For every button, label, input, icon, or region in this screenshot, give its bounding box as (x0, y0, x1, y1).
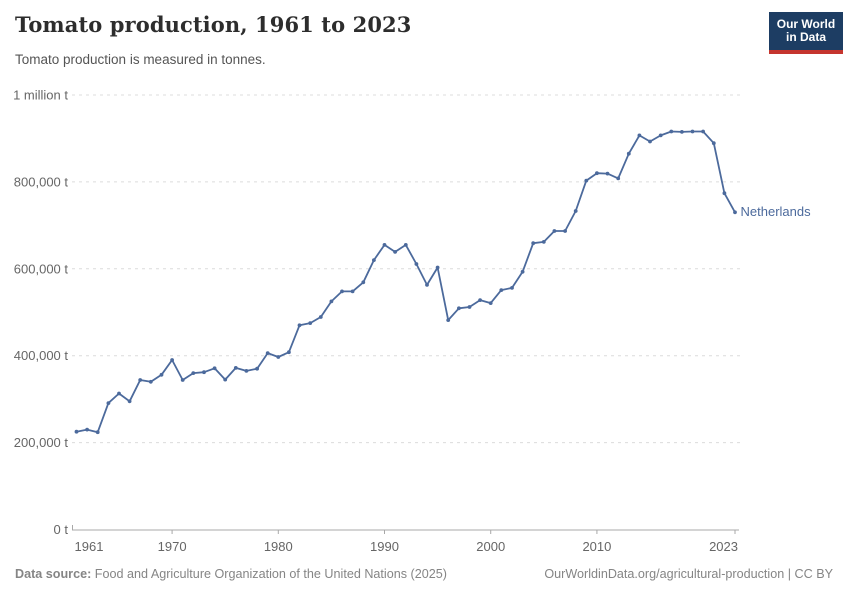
owid-footer-link[interactable]: OurWorldinData.org/agricultural-producti… (544, 567, 833, 581)
y-axis-tick-label: 800,000 t (14, 174, 69, 189)
x-axis-tick-label: 1990 (370, 539, 399, 554)
data-source-text: Food and Agriculture Organization of the… (91, 567, 447, 581)
y-axis-tick-label: 400,000 t (14, 348, 69, 363)
data-point (361, 280, 366, 285)
data-point (265, 351, 270, 355)
chart-footer: Data source: Food and Agriculture Organi… (15, 567, 833, 581)
data-point (573, 209, 578, 213)
data-point (531, 241, 536, 246)
data-point (138, 378, 143, 382)
data-source-label: Data source: (15, 567, 92, 581)
data-point (382, 243, 387, 247)
x-axis-tick-label: 2023 (709, 539, 738, 554)
data-point (244, 369, 249, 373)
data-point (127, 399, 132, 404)
data-point (425, 283, 429, 287)
data-point (85, 427, 89, 432)
data-point (308, 321, 313, 325)
data-point (478, 298, 482, 302)
chart-title: Tomato production, 1961 to 2023 (15, 12, 412, 37)
y-axis-tick-label: 600,000 t (14, 261, 69, 276)
data-point (95, 430, 100, 435)
data-point (733, 210, 737, 215)
data-line-netherlands (75, 130, 736, 434)
data-point (701, 129, 705, 134)
data-point (637, 133, 642, 138)
data-point (148, 379, 153, 384)
data-point (287, 350, 291, 355)
data-point (563, 229, 567, 233)
data-point (276, 355, 281, 359)
data-point (722, 191, 727, 196)
series-label-netherlands: Netherlands (740, 204, 811, 220)
data-point (329, 299, 334, 304)
data-point (350, 289, 355, 294)
y-axis-tick-label: 0 t (54, 522, 69, 537)
data-point (457, 306, 461, 311)
data-point (117, 391, 121, 396)
x-axis-tick-label: 1980 (264, 539, 293, 554)
chart-subtitle: Tomato production is measured in tonnes. (15, 52, 266, 67)
data-point (223, 377, 228, 382)
data-point (414, 262, 419, 266)
data-point (255, 366, 259, 371)
data-point (499, 288, 504, 292)
data-point (435, 265, 440, 270)
data-point (510, 286, 514, 290)
data-point (626, 151, 631, 156)
data-point (648, 139, 652, 144)
data-point (595, 171, 599, 176)
x-axis-tick-label: 2010 (582, 539, 611, 554)
owid-logo-line1: Our World (776, 16, 836, 31)
data-point (467, 305, 472, 309)
x-axis-tick-label: 1970 (158, 539, 187, 554)
data-point (159, 372, 164, 377)
data-point (488, 301, 493, 305)
data-point (658, 133, 663, 138)
data-point (297, 323, 302, 328)
data-point (605, 171, 610, 176)
data-point (212, 366, 217, 371)
data-point (106, 401, 111, 405)
data-point (584, 178, 589, 183)
data-point (541, 240, 546, 244)
data-point (711, 141, 716, 146)
data-point (318, 315, 323, 319)
y-axis-tick-label: 200,000 t (14, 435, 69, 450)
owid-logo-box: Our World in Data (769, 12, 843, 50)
data-point (690, 129, 695, 134)
data-source-note: Data source: Food and Agriculture Organi… (15, 567, 447, 581)
owid-logo[interactable]: Our World in Data (769, 12, 843, 54)
data-point (446, 318, 451, 322)
x-axis-tick-label: 1961 (75, 539, 104, 554)
data-point (202, 370, 206, 375)
data-point (669, 129, 674, 134)
data-point (552, 229, 557, 233)
data-point (403, 243, 408, 247)
data-point (680, 130, 684, 134)
data-point (393, 250, 397, 254)
data-point (340, 289, 344, 294)
data-point (191, 371, 196, 375)
data-point (372, 258, 376, 262)
data-point (233, 366, 238, 370)
data-point (180, 378, 185, 382)
data-point (616, 176, 621, 181)
owid-logo-line2: in Data (785, 30, 826, 44)
data-point (170, 358, 175, 362)
data-point (74, 429, 79, 434)
data-point (520, 269, 525, 274)
owid-logo-red-bar (769, 50, 843, 54)
x-axis-tick-label: 2000 (476, 539, 505, 554)
y-axis-tick-label: 1 million t (13, 88, 68, 103)
